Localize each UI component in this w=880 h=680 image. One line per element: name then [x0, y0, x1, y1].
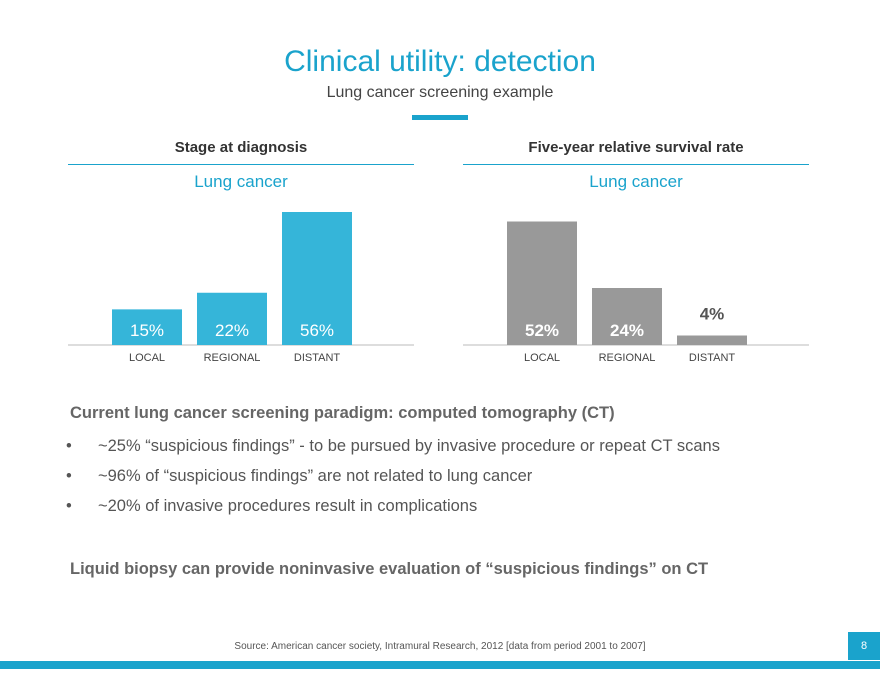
data-label: 15% [130, 321, 164, 340]
bar-local [507, 221, 577, 345]
survival-chart-heading: Five-year relative survival rate [528, 139, 744, 156]
five-year-survival-chart: 52% LOCAL 24% REGIONAL 4% DISTANT [463, 221, 809, 364]
slide-title: Clinical utility: detection [284, 45, 596, 78]
bullet-item: • ~20% of invasive procedures result in … [66, 496, 720, 526]
category-tick-label: DISTANT [689, 352, 736, 364]
stage-chart-heading: Stage at diagnosis [174, 139, 308, 156]
category-tick-label: REGIONAL [599, 352, 656, 364]
footer-bar [0, 661, 880, 669]
data-label: 22% [215, 321, 249, 340]
bullet-item: • ~96% of “suspicious findings” are not … [66, 466, 720, 496]
bullet-item: • ~25% “suspicious findings” - to be pur… [66, 436, 720, 466]
source-citation: Source: American cancer society, Intramu… [234, 641, 646, 652]
stage-chart-rule [68, 164, 414, 165]
survival-chart-rule [463, 164, 809, 165]
bar-regional [197, 292, 267, 345]
survival-chart-subheading: Lung cancer [589, 172, 683, 191]
bullet-text: ~20% of invasive procedures result in co… [98, 497, 478, 515]
data-label: 52% [525, 321, 559, 340]
data-label: 4% [700, 305, 725, 324]
screening-paradigm-heading: Current lung cancer screening paradigm: … [70, 404, 615, 422]
bullet-glyph: • [66, 437, 72, 455]
page-number: 8 [848, 632, 880, 660]
bar-regional [592, 288, 662, 345]
category-tick-label: LOCAL [524, 352, 560, 364]
title-underline [412, 115, 468, 120]
bullet-glyph: • [66, 497, 72, 515]
data-label: 24% [610, 321, 644, 340]
conclusion-text: Liquid biopsy can provide noninvasive ev… [70, 560, 709, 578]
bullet-text: ~25% “suspicious findings” - to be pursu… [98, 437, 720, 455]
slide-subtitle: Lung cancer screening example [326, 84, 554, 101]
category-tick-label: DISTANT [294, 352, 341, 364]
stage-chart-subheading: Lung cancer [194, 172, 288, 191]
stage-at-diagnosis-chart: 15% LOCAL 22% REGIONAL 56% DISTANT [68, 212, 414, 364]
bar-local [112, 309, 182, 345]
data-label: 56% [300, 321, 334, 340]
category-tick-label: LOCAL [129, 352, 165, 364]
category-tick-label: REGIONAL [204, 352, 261, 364]
bullet-text: ~96% of “suspicious findings” are not re… [98, 467, 533, 485]
bar-distant [282, 212, 352, 345]
bar-distant [677, 335, 747, 345]
finding-bullet-list: • ~25% “suspicious findings” - to be pur… [66, 436, 720, 526]
bullet-glyph: • [66, 467, 72, 485]
